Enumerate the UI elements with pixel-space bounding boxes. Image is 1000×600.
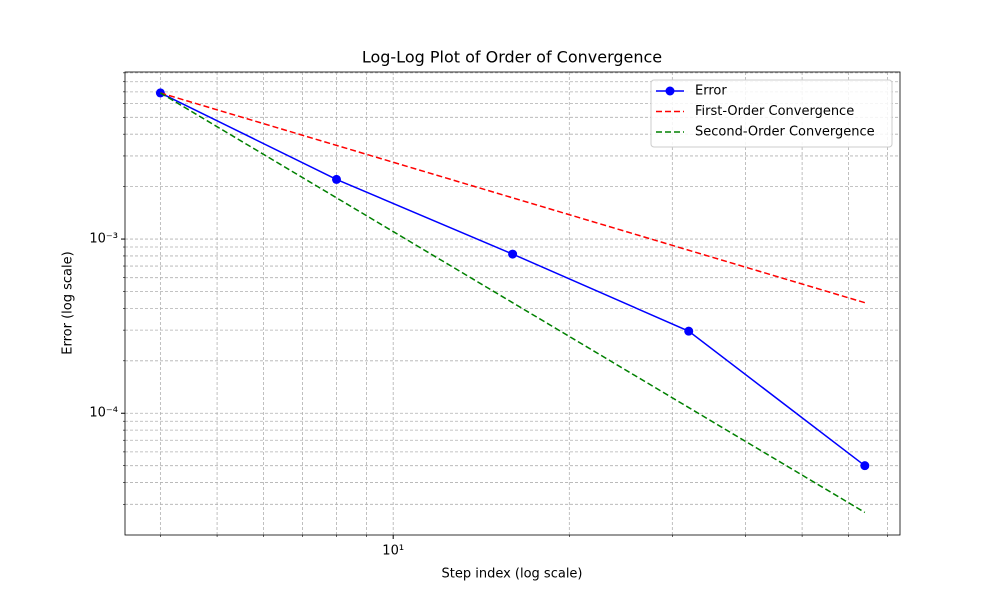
x-axis-label: Step index (log scale)	[441, 567, 582, 582]
y-axis-label: Error (log scale)	[61, 251, 76, 354]
legend-marker	[665, 86, 675, 96]
legend-label: First-Order Convergence	[695, 104, 854, 119]
legend-label: Error	[695, 84, 727, 99]
series-line	[159, 92, 866, 514]
data-point	[860, 461, 870, 471]
chart-title: Log-Log Plot of Order of Convergence	[362, 48, 662, 67]
legend-box	[650, 79, 893, 148]
data-point	[684, 326, 694, 336]
y-tick-label: 10⁻⁴	[89, 406, 118, 421]
data-point	[508, 249, 518, 259]
y-tick-label: 10⁻³	[89, 232, 118, 247]
x-tick-label: 10¹	[382, 544, 404, 559]
legend-label: Second-Order Convergence	[695, 125, 875, 140]
data-point	[331, 174, 341, 184]
plot-frame	[124, 71, 901, 536]
series-line	[160, 92, 866, 304]
